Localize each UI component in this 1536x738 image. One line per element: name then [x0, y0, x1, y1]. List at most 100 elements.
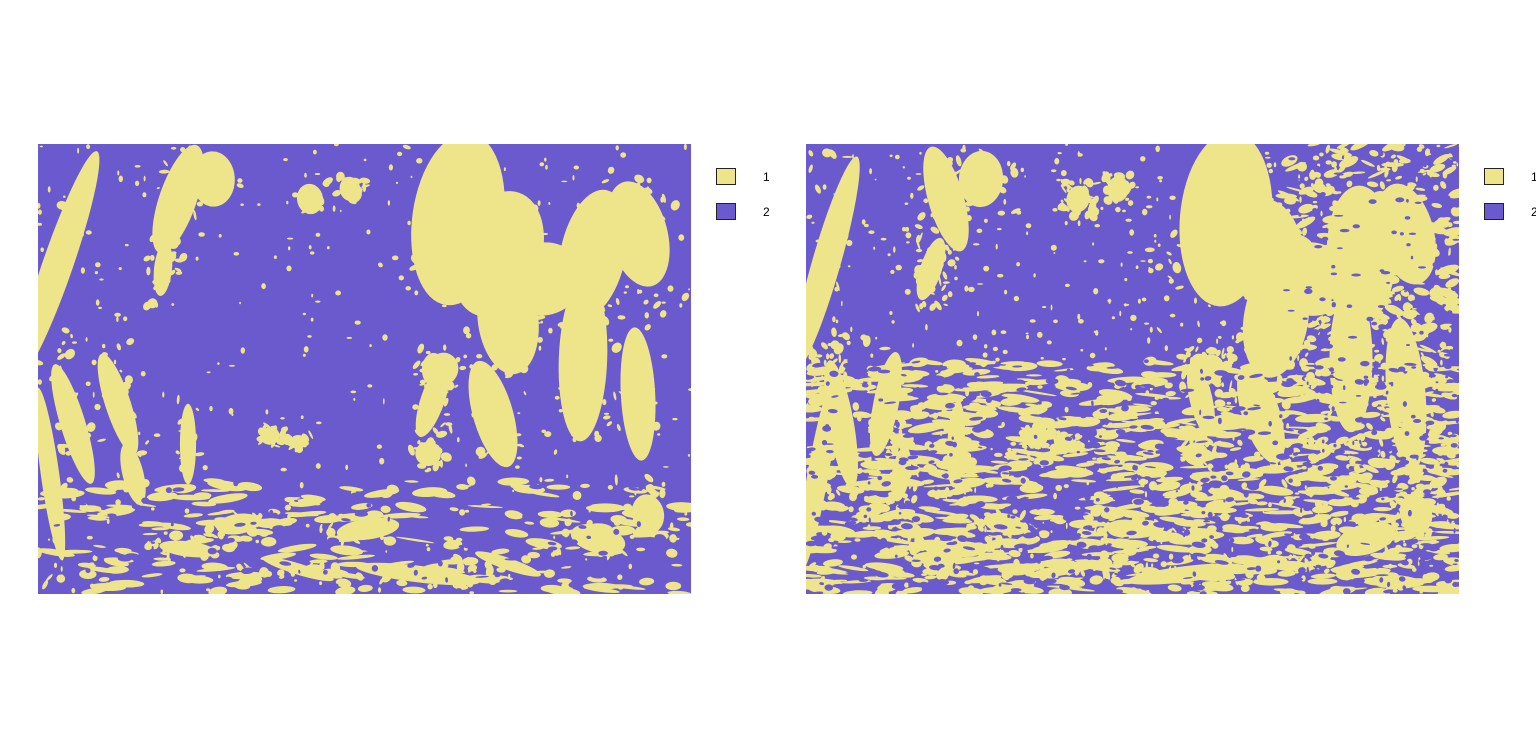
- class-2-patch: [904, 500, 911, 506]
- class-1-patch: [936, 261, 944, 270]
- class-1-patch: [1187, 240, 1191, 247]
- class-1-patch: [572, 175, 575, 181]
- class-2-patch: [490, 499, 502, 502]
- class-2-patch: [1302, 537, 1313, 544]
- class-1-streak: [467, 505, 503, 509]
- class-1-patch: [1007, 447, 1012, 452]
- class-2-patch: [1413, 419, 1422, 423]
- class-1-streak: [55, 508, 87, 513]
- class-2-patch: [1051, 366, 1061, 370]
- class-1-patch: [430, 360, 436, 367]
- class-1-streak: [1306, 371, 1315, 381]
- class-1-patch: [937, 238, 943, 244]
- class-2-patch: [1453, 356, 1458, 359]
- class-1-patch: [991, 329, 997, 336]
- class-1-patch: [1346, 388, 1350, 394]
- class-1-streak: [665, 581, 682, 591]
- class-1-patch: [1276, 550, 1283, 555]
- class-1-streak: [1385, 161, 1391, 165]
- class-2-patch: [1192, 552, 1206, 557]
- class-1-patch: [313, 190, 319, 199]
- class-2-patch: [1423, 164, 1427, 168]
- class-1-patch: [472, 248, 483, 255]
- class-2-patch: [1406, 344, 1410, 346]
- class-1-patch: [869, 168, 872, 175]
- class-1-patch: [171, 231, 176, 235]
- class-2-patch: [655, 578, 662, 584]
- class-1-patch: [352, 177, 362, 184]
- class-1-streak: [98, 576, 110, 582]
- class-1-patch: [846, 239, 853, 247]
- class-2-patch: [580, 502, 593, 507]
- class-1-patch: [995, 243, 998, 250]
- class-2-patch: [294, 499, 299, 502]
- class-2-patch: [614, 492, 619, 497]
- class-1-patch: [228, 407, 234, 415]
- class-1-streak: [1330, 482, 1349, 489]
- class-2-patch: [921, 587, 926, 592]
- class-1-streak: [1253, 434, 1279, 442]
- class-2-patch: [1195, 440, 1208, 444]
- class-1-patch: [1310, 183, 1314, 187]
- class-2-patch: [1099, 435, 1102, 438]
- class-1-patch: [413, 372, 418, 376]
- class-1-patch: [964, 285, 969, 292]
- class-1-streak: [1429, 163, 1446, 173]
- class-1-streak: [1284, 547, 1313, 556]
- class-1-patch: [218, 574, 221, 579]
- class-2-patch: [151, 546, 154, 551]
- class-1-patch: [1064, 221, 1068, 226]
- class-1-patch: [180, 147, 186, 153]
- class-1-patch: [1147, 258, 1153, 264]
- class-1-streak: [936, 384, 955, 394]
- class-1-streak: [897, 487, 906, 494]
- class-1-streak: [1379, 539, 1389, 546]
- class-1-patch: [1176, 353, 1188, 360]
- class-1-streak: [1362, 272, 1371, 279]
- class-1-patch: [38, 398, 45, 405]
- class-2-patch: [933, 556, 942, 562]
- class-1-patch: [206, 588, 210, 592]
- class-1-patch: [544, 431, 552, 438]
- class-1-patch: [993, 512, 1004, 522]
- class-2-patch: [1402, 585, 1407, 591]
- class-1-patch: [930, 266, 935, 274]
- class-1-patch: [815, 304, 821, 310]
- class-1-patch: [974, 562, 980, 565]
- class-1-streak: [491, 548, 510, 555]
- class-1-patch: [187, 450, 194, 458]
- class-1-patch: [361, 184, 370, 188]
- class-1-patch: [147, 540, 150, 547]
- class-1-patch: [385, 550, 388, 553]
- class-1-patch: [53, 562, 58, 568]
- class-1-patch: [122, 444, 130, 451]
- class-2-patch: [1236, 361, 1244, 365]
- class-2-patch: [1331, 299, 1334, 302]
- class-1-patch: [1203, 403, 1207, 408]
- class-1-patch: [369, 344, 372, 348]
- class-1-streak: [261, 536, 277, 547]
- class-1-patch: [1429, 564, 1434, 567]
- class-1-patch: [808, 150, 814, 157]
- class-2-patch: [349, 492, 363, 499]
- class-1-streak: [957, 467, 987, 474]
- class-2-patch: [898, 459, 907, 466]
- class-1-patch: [101, 393, 108, 398]
- class-1-streak: [1243, 455, 1264, 462]
- class-2-patch: [1076, 450, 1081, 454]
- class-1-streak: [1345, 208, 1357, 213]
- class-1-patch: [1125, 170, 1135, 180]
- class-1-streak: [1347, 455, 1362, 461]
- class-2-patch: [1191, 541, 1206, 549]
- class-1-streak: [1018, 440, 1043, 446]
- class-1-streak: [890, 438, 916, 448]
- class-1-patch: [163, 160, 168, 167]
- class-1-streak: [1093, 491, 1108, 500]
- class-1-streak: [1320, 410, 1330, 415]
- class-1-patch: [1180, 439, 1189, 449]
- class-1-patch: [1119, 310, 1122, 317]
- class-1-patch: [1298, 322, 1309, 328]
- class-1-patch: [302, 353, 306, 357]
- class-1-patch: [1088, 440, 1090, 443]
- class-1-patch: [1262, 260, 1266, 265]
